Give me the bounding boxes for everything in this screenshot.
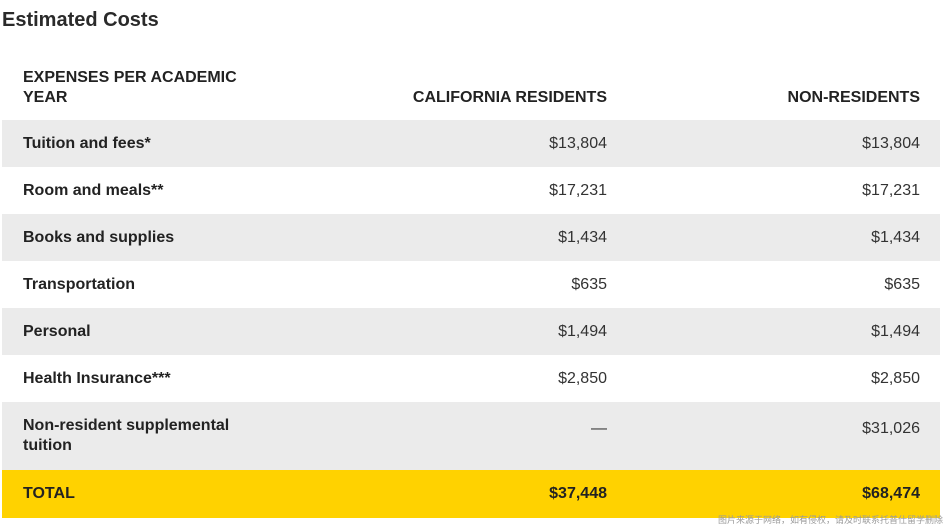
table-row: Tuition and fees* $13,804 $13,804 [2,120,940,167]
total-row: TOTAL $37,448 $68,474 [2,470,940,518]
nonresident-value: $17,231 [862,181,920,199]
row-label: Non-resident supplemental tuition [2,402,292,470]
california-value: — [292,402,607,470]
california-value: $1,434 [292,214,607,261]
table-row: Personal $1,494 $1,494 [2,308,940,355]
row-label: Personal [2,308,292,355]
total-label: TOTAL [2,470,292,518]
table-row: Non-resident supplemental tuition — $31,… [2,402,940,470]
nonresident-value: $13,804 [607,120,940,167]
california-value: $2,850 [558,369,607,387]
total-california: $37,448 [292,470,607,518]
nonresident-value: $1,434 [607,214,940,261]
page-title: Estimated Costs [2,9,159,31]
california-value: $635 [571,275,607,293]
row-label: Books and supplies [2,214,292,261]
california-value: $17,231 [549,181,607,199]
header-california: CALIFORNIA RESIDENTS [412,89,607,106]
nonresident-value: $2,850 [871,369,920,387]
row-label: Room and meals** [23,181,164,199]
table-row: Books and supplies $1,434 $1,434 [2,214,940,261]
row-label: Health Insurance*** [23,369,171,387]
cost-table: EXPENSES PER ACADEMIC YEAR CALIFORNIA RE… [2,62,940,518]
watermark: 图片来源于网络，如有侵权，请及时联系托普仕留学删除 [717,515,943,525]
row-label: Transportation [23,275,136,293]
california-value: $13,804 [292,120,607,167]
header-nonresidents: NON-RESIDENTS [787,89,920,106]
table-row: Transportation $635 $635 [2,261,940,308]
table-row: Room and meals** $17,231 $17,231 [2,167,940,214]
nonresident-value: $635 [884,275,920,293]
nonresident-value: $1,494 [607,308,940,355]
header-row: EXPENSES PER ACADEMIC YEAR CALIFORNIA RE… [2,62,940,120]
row-label: Tuition and fees* [2,120,292,167]
header-expenses: EXPENSES PER ACADEMIC YEAR [23,69,237,106]
nonresident-value: $31,026 [607,402,940,470]
table-row: Health Insurance*** $2,850 $2,850 [2,355,940,402]
total-nonresident: $68,474 [607,470,940,518]
california-value: $1,494 [292,308,607,355]
